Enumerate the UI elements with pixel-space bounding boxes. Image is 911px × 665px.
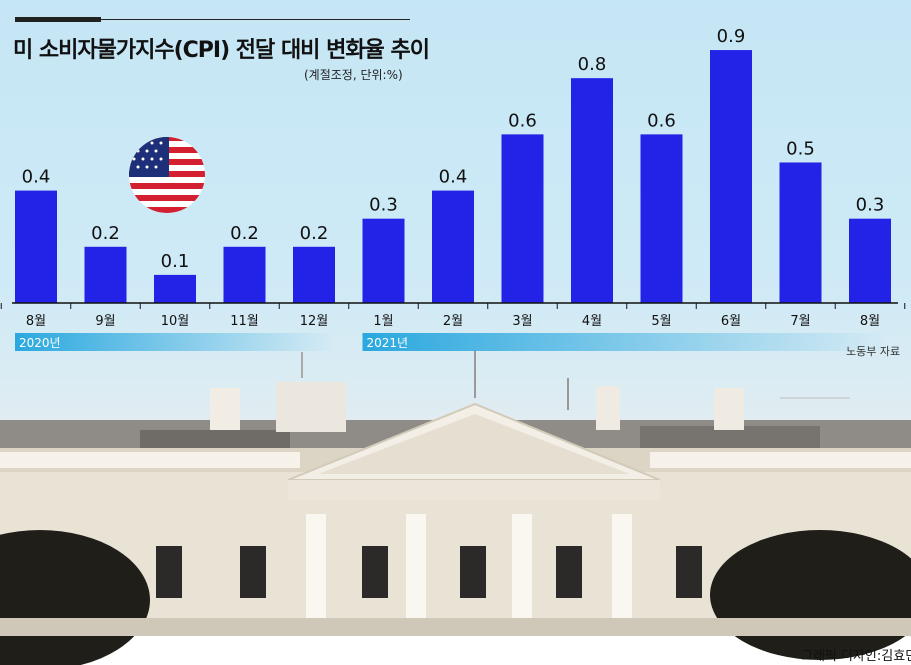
bar	[710, 50, 752, 304]
data-label: 0.4	[22, 167, 51, 188]
data-label: 0.5	[786, 138, 815, 159]
x-tick-label: 8월	[26, 314, 46, 329]
us-flag-icon	[129, 137, 205, 213]
x-axis-labels: 8월 9월 10월 11월 12월 1월 2월 3월 4월 5월 6월 7월 8월	[26, 314, 880, 329]
data-label: 0.2	[300, 223, 329, 244]
bar	[223, 246, 266, 303]
year-band	[15, 333, 335, 351]
bar	[571, 78, 613, 303]
source-note: 노동부 자료	[846, 345, 901, 358]
data-label: 0.8	[578, 54, 607, 75]
year-bands: 2020년 2021년	[15, 333, 891, 351]
data-label: 0.1	[161, 251, 190, 272]
year-label: 2020년	[19, 336, 61, 350]
x-tick-label: 7월	[790, 314, 810, 329]
bar	[84, 246, 127, 303]
x-tick-label: 12월	[300, 314, 329, 329]
bar	[362, 218, 405, 303]
bar	[501, 134, 544, 303]
x-tick-label: 2월	[443, 314, 463, 329]
x-tick-label: 8월	[860, 314, 880, 329]
x-tick-label: 9월	[95, 314, 115, 329]
data-label: 0.6	[508, 110, 537, 131]
data-label: 0.4	[439, 167, 468, 188]
x-tick-label: 5월	[651, 314, 671, 329]
data-label: 0.2	[230, 223, 259, 244]
x-tick-label: 10월	[161, 314, 190, 329]
bar	[15, 190, 57, 303]
data-label: 0.6	[647, 110, 676, 131]
bar	[640, 134, 683, 303]
white-house-illustration	[0, 350, 911, 665]
title-rule-thin	[101, 19, 410, 20]
bar	[779, 162, 822, 303]
x-axis-ticks	[0, 303, 906, 309]
data-labels: 0.4 0.2 0.1 0.2 0.2 0.3 0.4 0.6 0.8 0.6 0.9 0.5 0.3	[22, 26, 885, 272]
x-tick-label: 6월	[721, 314, 741, 329]
data-label: 0.2	[91, 223, 120, 244]
x-tick-label: 3월	[512, 314, 532, 329]
year-band	[362, 333, 891, 351]
x-tick-label: 11월	[230, 314, 259, 329]
bar	[154, 274, 196, 303]
data-label: 0.3	[856, 195, 885, 216]
bar-series	[15, 50, 891, 304]
x-tick-label: 1월	[373, 314, 393, 329]
bar	[432, 190, 474, 303]
bar	[849, 218, 891, 303]
chart-title: 미 소비자물가지수(CPI) 전달 대비 변화율 추이	[13, 38, 430, 63]
data-label: 0.9	[717, 26, 746, 47]
unit-note: (계절조정, 단위:%)	[304, 68, 403, 82]
data-label: 0.3	[369, 195, 398, 216]
bar	[293, 246, 335, 303]
year-label: 2021년	[367, 336, 409, 350]
title-rule-thick	[15, 17, 101, 22]
x-tick-label: 4월	[582, 314, 602, 329]
graphic-credit: 그래픽 디자인:김효민	[801, 649, 911, 664]
